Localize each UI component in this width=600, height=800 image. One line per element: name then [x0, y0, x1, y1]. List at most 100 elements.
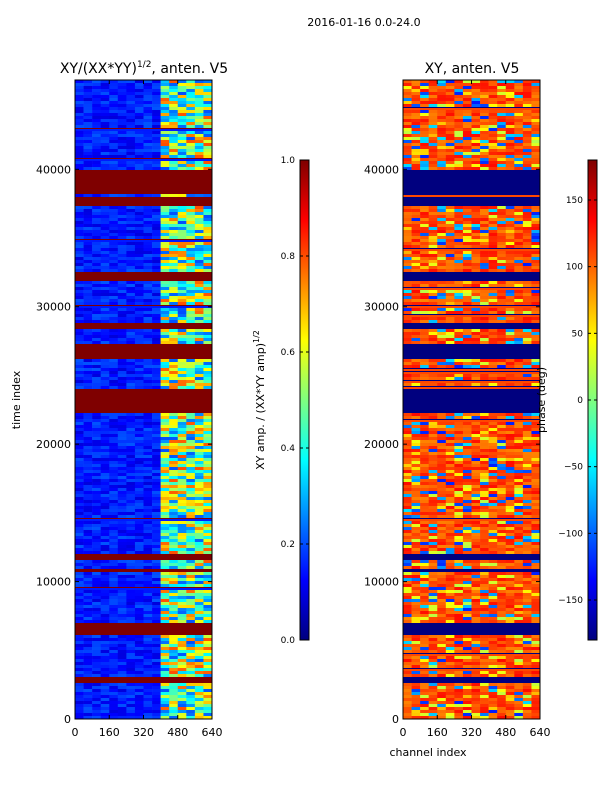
heatmap-cell: [403, 545, 412, 548]
heatmap-cell: [203, 578, 213, 581]
heatmap-cell: [471, 446, 481, 449]
heatmap-cell: [152, 611, 161, 614]
heatmap-cell: [169, 668, 179, 671]
heatmap-cell: [152, 581, 161, 584]
heatmap-cell: [126, 365, 136, 368]
heatmap-cell: [100, 446, 110, 449]
heatmap-cell: [160, 206, 170, 209]
heatmap-cell: [117, 713, 127, 716]
heatmap-cell: [75, 473, 84, 476]
heatmap-cell: [514, 332, 524, 335]
heatmap-cell: [420, 572, 429, 575]
heatmap-cell: [186, 635, 196, 638]
heatmap-cell: [169, 704, 179, 707]
heatmap-cell: [462, 119, 472, 122]
flagged-row: [403, 170, 540, 173]
heatmap-cell: [471, 512, 481, 515]
heatmap-cell: [126, 686, 136, 689]
heatmap-cell: [177, 263, 187, 266]
heatmap-cell: [177, 266, 187, 269]
heatmap-cell: [437, 152, 447, 155]
heatmap-cell: [437, 128, 447, 131]
heatmap-cell: [403, 509, 412, 512]
heatmap-cell: [194, 653, 204, 656]
heatmap-row: [403, 519, 540, 521]
heatmap-cell: [194, 614, 204, 617]
heatmap-cell: [100, 506, 110, 509]
heatmap-cell: [143, 542, 153, 545]
heatmap-cell: [445, 260, 455, 263]
heatmap-cell: [420, 161, 429, 164]
heatmap-cell: [160, 167, 170, 170]
heatmap-cell: [143, 530, 153, 533]
heatmap-cell: [169, 653, 179, 656]
heatmap-cell: [143, 86, 153, 89]
heatmap-cell: [134, 380, 144, 383]
heatmap-cell: [152, 110, 161, 113]
heatmap-cell: [480, 254, 489, 257]
heatmap-cell: [411, 317, 421, 320]
heatmap-cell: [75, 563, 84, 566]
heatmap-cell: [75, 209, 84, 212]
heatmap-cell: [75, 380, 84, 383]
heatmap-cell: [480, 98, 489, 101]
heatmap-cell: [194, 644, 204, 647]
heatmap-cell: [505, 536, 515, 539]
heatmap-cell: [522, 260, 532, 263]
heatmap-cell: [514, 113, 524, 116]
heatmap-cell: [488, 587, 498, 590]
heatmap-cell: [177, 671, 187, 674]
heatmap-cell: [497, 515, 507, 518]
heatmap-cell: [462, 500, 472, 503]
heatmap-cell: [126, 314, 136, 317]
heatmap-cell: [117, 614, 127, 617]
heatmap-cell: [437, 581, 447, 584]
flagged-row: [75, 398, 212, 401]
heatmap-cell: [411, 143, 421, 146]
heatmap-cell: [488, 536, 498, 539]
heatmap-cell: [531, 509, 541, 512]
heatmap-cell: [411, 332, 421, 335]
heatmap-cell: [186, 224, 196, 227]
heatmap-cell: [428, 596, 438, 599]
heatmap-cell: [100, 290, 110, 293]
heatmap-cell: [92, 581, 101, 584]
heatmap-cell: [454, 125, 464, 128]
heatmap-cell: [497, 338, 507, 341]
heatmap-cell: [531, 113, 541, 116]
heatmap-cell: [109, 287, 119, 290]
heatmap-cell: [92, 260, 101, 263]
heatmap-cell: [480, 122, 489, 125]
heatmap-cell: [462, 341, 472, 344]
heatmap-cell: [203, 377, 213, 380]
heatmap-cell: [203, 488, 213, 491]
heatmap-cell: [437, 224, 447, 227]
heatmap-cell: [411, 503, 421, 506]
heatmap-cell: [100, 281, 110, 284]
heatmap-cell: [420, 320, 429, 323]
heatmap-cell: [203, 215, 213, 218]
heatmap-cell: [177, 329, 187, 332]
heatmap-cell: [169, 107, 179, 110]
heatmap-cell: [497, 473, 507, 476]
heatmap-cell: [480, 359, 489, 362]
heatmap-cell: [109, 686, 119, 689]
heatmap-cell: [531, 533, 541, 536]
flagged-row: [75, 191, 212, 194]
heatmap-cell: [420, 164, 429, 167]
heatmap-cell: [437, 98, 447, 101]
heatmap-cell: [403, 299, 412, 302]
heatmap-cell: [117, 668, 127, 671]
heatmap-cell: [454, 515, 464, 518]
heatmap-cell: [471, 506, 481, 509]
heatmap-cell: [471, 149, 481, 152]
heatmap-cell: [203, 413, 213, 416]
flagged-row: [75, 272, 212, 275]
heatmap-cell: [134, 134, 144, 137]
heatmap-cell: [152, 503, 161, 506]
heatmap-cell: [109, 428, 119, 431]
heatmap-cell: [117, 716, 127, 719]
heatmap-cell: [454, 221, 464, 224]
heatmap-cell: [428, 521, 438, 524]
heatmap-cell: [428, 209, 438, 212]
